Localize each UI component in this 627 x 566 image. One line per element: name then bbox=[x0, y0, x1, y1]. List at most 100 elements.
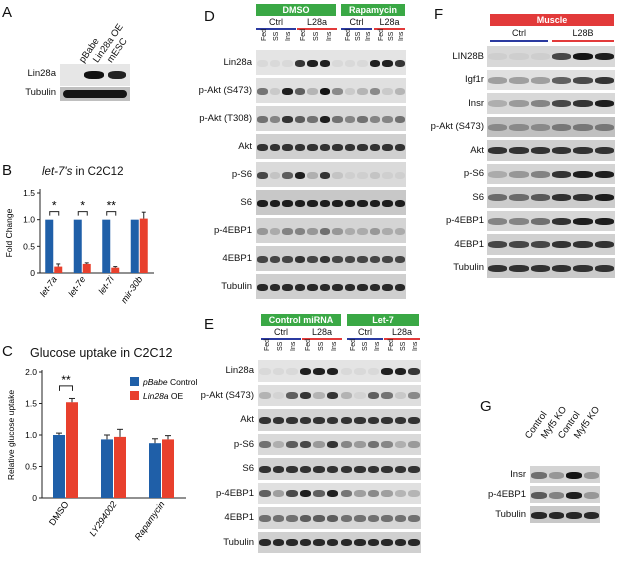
panel-d-col-fed-6: Fed bbox=[345, 28, 352, 41]
row-label-p-akt-s473: p-Akt (S473) bbox=[430, 121, 484, 133]
blot-band bbox=[340, 392, 353, 400]
blot-band bbox=[272, 514, 285, 522]
blot-band bbox=[344, 255, 355, 263]
blot-band bbox=[272, 441, 285, 449]
panel-a-label: A bbox=[2, 4, 13, 21]
panel-b-title: let-7's in C2C12 bbox=[42, 166, 123, 178]
blot-band bbox=[257, 115, 268, 123]
blot-strip-akt bbox=[487, 140, 615, 161]
blot-band bbox=[357, 59, 368, 67]
panel-e-header-control-mirna: Control miRNA bbox=[261, 314, 341, 326]
blot-band bbox=[530, 194, 550, 202]
blot-band bbox=[332, 227, 343, 235]
blot-band bbox=[340, 367, 353, 375]
blot-band bbox=[332, 255, 343, 263]
panel-d-col-ss-7: SS bbox=[355, 31, 362, 41]
blot-band bbox=[294, 87, 305, 95]
blot-band bbox=[272, 367, 285, 375]
sig-marker: ** bbox=[61, 373, 71, 387]
panel-d-header-dmso: DMSO bbox=[256, 4, 336, 16]
blot-band bbox=[369, 283, 380, 291]
bar-let-7i-s0 bbox=[102, 219, 111, 273]
row-label-insr: Insr bbox=[468, 97, 484, 109]
blot-strip-akt bbox=[256, 134, 406, 159]
blot-band bbox=[357, 143, 368, 151]
blot-band bbox=[382, 283, 393, 291]
panel-e-group-l28a-1: L28a bbox=[311, 327, 333, 337]
blot-band bbox=[509, 217, 529, 225]
panel-d-col-ss-10: SS bbox=[388, 31, 395, 41]
blot-band bbox=[269, 143, 280, 151]
blot-band bbox=[319, 283, 330, 291]
blot-band bbox=[367, 465, 380, 473]
row-label-4ebp1: 4EBP1 bbox=[224, 512, 254, 524]
blot-strip-s6 bbox=[487, 187, 615, 208]
blot-band bbox=[594, 170, 614, 178]
blot-band bbox=[294, 283, 305, 291]
row-label-tubulin: Tubulin bbox=[495, 509, 526, 520]
panel-e-header-let7: Let-7 bbox=[347, 314, 419, 326]
bar-dmso-lin28a-oe bbox=[66, 402, 78, 498]
blot-strip-insr bbox=[530, 466, 600, 483]
blot-band bbox=[573, 100, 593, 108]
blot-band bbox=[282, 227, 293, 235]
blot-band bbox=[269, 199, 280, 207]
row-label-lin28a: Lin28a bbox=[225, 365, 254, 377]
blot-band bbox=[488, 194, 508, 202]
blot-band bbox=[299, 539, 312, 547]
panel-e-underline-ctrl-1 bbox=[261, 338, 301, 340]
blot-band bbox=[354, 392, 366, 400]
blot-band bbox=[552, 100, 572, 108]
panel-d-col-ins-2: Ins bbox=[285, 31, 292, 41]
blot-band bbox=[488, 100, 508, 108]
blot-band bbox=[344, 143, 355, 151]
blot-band bbox=[509, 170, 529, 178]
blot-band bbox=[509, 264, 529, 272]
panel-c-label: C bbox=[2, 343, 13, 360]
blot-band bbox=[84, 71, 104, 79]
blot-band bbox=[552, 241, 572, 249]
blot-band bbox=[307, 87, 318, 95]
blot-band bbox=[548, 511, 564, 519]
blot-band bbox=[394, 171, 405, 179]
blot-band bbox=[394, 115, 405, 123]
blot-band bbox=[583, 511, 599, 519]
blot-band bbox=[344, 199, 355, 207]
blot-band bbox=[381, 490, 393, 498]
row-label-p-4ebp1: p-4EBP1 bbox=[445, 215, 484, 227]
blot-band bbox=[313, 367, 325, 375]
blot-band bbox=[286, 367, 298, 375]
blot-band bbox=[294, 171, 305, 179]
blot-strip-insr bbox=[487, 93, 615, 114]
blot-band bbox=[257, 59, 268, 67]
blot-band bbox=[332, 115, 343, 123]
panel-a-blot-lin28a bbox=[60, 64, 130, 86]
blot-band bbox=[369, 87, 380, 95]
blot-band bbox=[326, 392, 339, 400]
blot-band bbox=[326, 490, 339, 498]
blot-band bbox=[286, 416, 298, 424]
panel-d-label: D bbox=[204, 8, 215, 25]
blot-band bbox=[357, 199, 368, 207]
blot-band bbox=[354, 490, 366, 498]
blot-band bbox=[531, 471, 547, 479]
blot-band bbox=[272, 465, 285, 473]
sig-bracket bbox=[106, 211, 117, 216]
blot-strip-p-s6 bbox=[258, 433, 421, 455]
blot-band bbox=[488, 76, 508, 84]
blot-strip-p-s6 bbox=[487, 163, 615, 184]
blot-band bbox=[299, 392, 312, 400]
blot-band bbox=[573, 217, 593, 225]
blot-band bbox=[257, 87, 268, 95]
blot-band bbox=[282, 87, 293, 95]
blot-strip-4ebp1 bbox=[256, 246, 406, 271]
blot-band bbox=[394, 283, 405, 291]
blot-band bbox=[313, 539, 325, 547]
panel-b-chart: 0 0.5 1.0 1.5 Fold Change let-7a * let-7e * let-7… bbox=[4, 188, 154, 305]
blot-band bbox=[344, 59, 355, 67]
bar-ly294002-pbabe-control bbox=[101, 439, 113, 498]
blot-band bbox=[530, 53, 550, 61]
y-tick-label: 0.5 bbox=[23, 241, 35, 251]
blot-strip-p-akt-s473 bbox=[258, 384, 421, 406]
blot-band bbox=[282, 115, 293, 123]
